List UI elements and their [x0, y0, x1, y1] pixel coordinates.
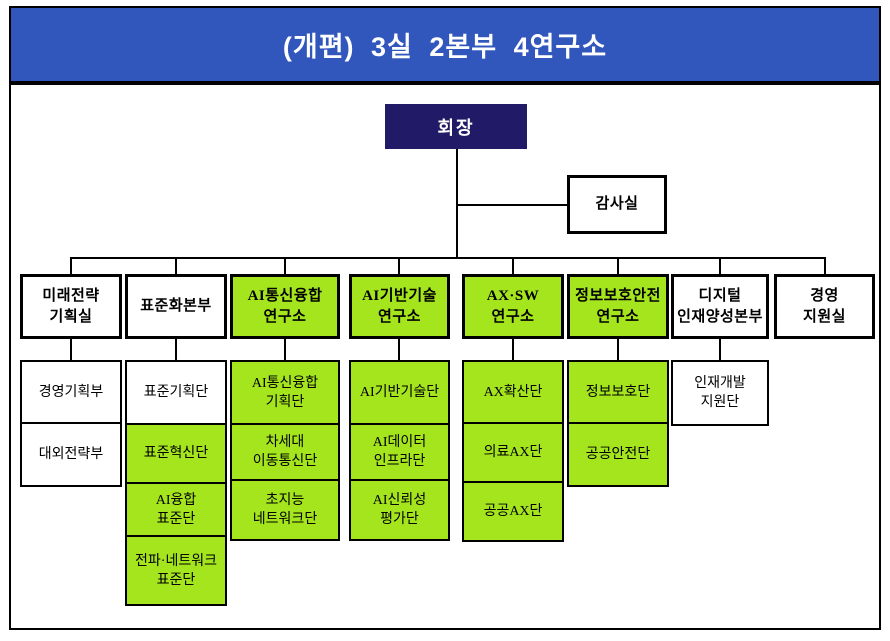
dept-label: AI통신융합 연구소	[247, 287, 323, 325]
sub-box: 초지능 네트워크단	[230, 479, 340, 541]
sub-box-label: AI기반기술단	[359, 385, 440, 400]
dept-label: 표준화본부	[140, 298, 212, 314]
connector-stub-line	[719, 339, 721, 360]
connector-stub-line	[824, 257, 826, 274]
dept-label: 경영 지원실	[803, 287, 846, 325]
sub-box: 인재개발 지원단	[671, 360, 769, 426]
sub-box-label: 초지능 네트워크단	[252, 493, 318, 527]
sub-stack-standardization: 표준기획단 표준혁신단 AI융합 표준단 전파·네트워크 표준단	[125, 360, 227, 606]
connector-stub-line	[398, 339, 400, 360]
sub-box: 전파·네트워크 표준단	[125, 535, 227, 606]
sub-box-label: 전파·네트워크 표준단	[135, 553, 217, 588]
sub-box: 의료AX단	[462, 422, 564, 483]
connector-stub-line	[719, 257, 721, 274]
sub-box: 공공AX단	[462, 481, 564, 542]
dept-box-ax-sw: AX·SW 연구소	[462, 274, 564, 339]
sub-box-label: 표준혁신단	[143, 446, 209, 461]
chairman-box: 회장	[385, 104, 527, 149]
title-banner: (개편) 3실 2본부 4연구소	[9, 6, 881, 83]
sub-stack-future-strategy: 경영기획부 대외전략부	[20, 360, 122, 487]
sub-box: AX확산단	[462, 360, 564, 424]
sub-box-label: 공공AX단	[483, 504, 543, 519]
sub-box: 대외전략부	[20, 422, 122, 487]
sub-box: 공공안전단	[567, 422, 669, 487]
connector-stub-line	[70, 339, 72, 360]
page-title: (개편) 3실 2본부 4연구소	[282, 32, 608, 62]
connector-stub-line	[175, 257, 177, 274]
connector-stub-line	[175, 339, 177, 360]
audit-label: 감사실	[595, 196, 639, 212]
dept-box-ai-foundation: AI기반기술 연구소	[349, 274, 450, 339]
sub-box-label: 표준기획단	[143, 385, 209, 400]
sub-box-label: AI데이터 인프라단	[372, 435, 427, 469]
dept-label: AI기반기술 연구소	[362, 287, 437, 325]
sub-box: AI기반기술단	[349, 360, 450, 425]
connector-stub-line	[617, 339, 619, 360]
sub-stack-ax-sw: AX확산단 의료AX단 공공AX단	[462, 360, 564, 542]
dept-label: 정보보호안전 연구소	[575, 287, 661, 325]
dept-box-management-support: 경영 지원실	[774, 274, 875, 339]
sub-box: AI데이터 인프라단	[349, 423, 450, 481]
connector-rail-line	[71, 257, 826, 259]
dept-box-future-strategy: 미래전략 기획실	[20, 274, 122, 339]
dept-box-digital-talent: 디지털 인재양성본부	[671, 274, 769, 339]
sub-box-label: 의료AX단	[483, 445, 543, 460]
sub-box: 정보보호단	[567, 360, 669, 424]
chairman-label: 회장	[437, 117, 475, 138]
sub-box-label: 정보보호단	[585, 384, 651, 400]
sub-stack-infosec-safety: 정보보호단 공공안전단	[567, 360, 669, 487]
audit-box: 감사실	[567, 175, 667, 234]
sub-box-label: 대외전략부	[38, 447, 104, 462]
sub-box-label: 경영기획부	[38, 384, 104, 400]
sub-box-label: AI신뢰성 평가단	[372, 493, 427, 527]
sub-box-label: AX확산단	[483, 384, 543, 400]
sub-box: AI융합 표준단	[125, 482, 227, 537]
sub-box: AI신뢰성 평가단	[349, 479, 450, 541]
sub-box: AI통신융합 기획단	[230, 360, 340, 425]
sub-stack-digital-talent: 인재개발 지원단	[671, 360, 769, 426]
sub-box-label: 차세대 이동통신단	[252, 435, 318, 469]
connector-stub-line	[512, 339, 514, 360]
dept-label: 미래전략 기획실	[42, 287, 100, 325]
sub-box: 경영기획부	[20, 360, 122, 424]
dept-box-standardization: 표준화본부	[125, 274, 227, 339]
sub-box: 표준기획단	[125, 360, 227, 425]
sub-box-label: AI통신융합 기획단	[251, 375, 319, 410]
sub-box-label: AI융합 표준단	[155, 492, 197, 527]
org-chart-canvas: 회장 감사실 미래전략 기획실 표준화본부 AI통신융합 연구소 AI기반기술 …	[9, 83, 881, 630]
sub-stack-ai-foundation: AI기반기술단 AI데이터 인프라단 AI신뢰성 평가단	[349, 360, 450, 541]
sub-stack-ai-comm-convergence: AI통신융합 기획단 차세대 이동통신단 초지능 네트워크단	[230, 360, 340, 541]
connector-stub-line	[284, 339, 286, 360]
sub-box: 표준혁신단	[125, 423, 227, 484]
dept-label: AX·SW 연구소	[486, 287, 540, 325]
connector-stub-line	[398, 257, 400, 274]
connector-stub-line	[512, 257, 514, 274]
dept-box-ai-comm-convergence: AI통신융합 연구소	[230, 274, 340, 339]
sub-box-label: 인재개발 지원단	[694, 376, 746, 410]
connector-stub-line	[70, 257, 72, 274]
sub-box: 차세대 이동통신단	[230, 423, 340, 481]
dept-box-infosec-safety: 정보보호안전 연구소	[567, 274, 669, 339]
sub-box-label: 공공안전단	[585, 447, 651, 462]
connector-stub-line	[617, 257, 619, 274]
connector-audit-line	[456, 204, 567, 206]
connector-stub-line	[284, 257, 286, 274]
dept-label: 디지털 인재양성본부	[677, 287, 763, 325]
